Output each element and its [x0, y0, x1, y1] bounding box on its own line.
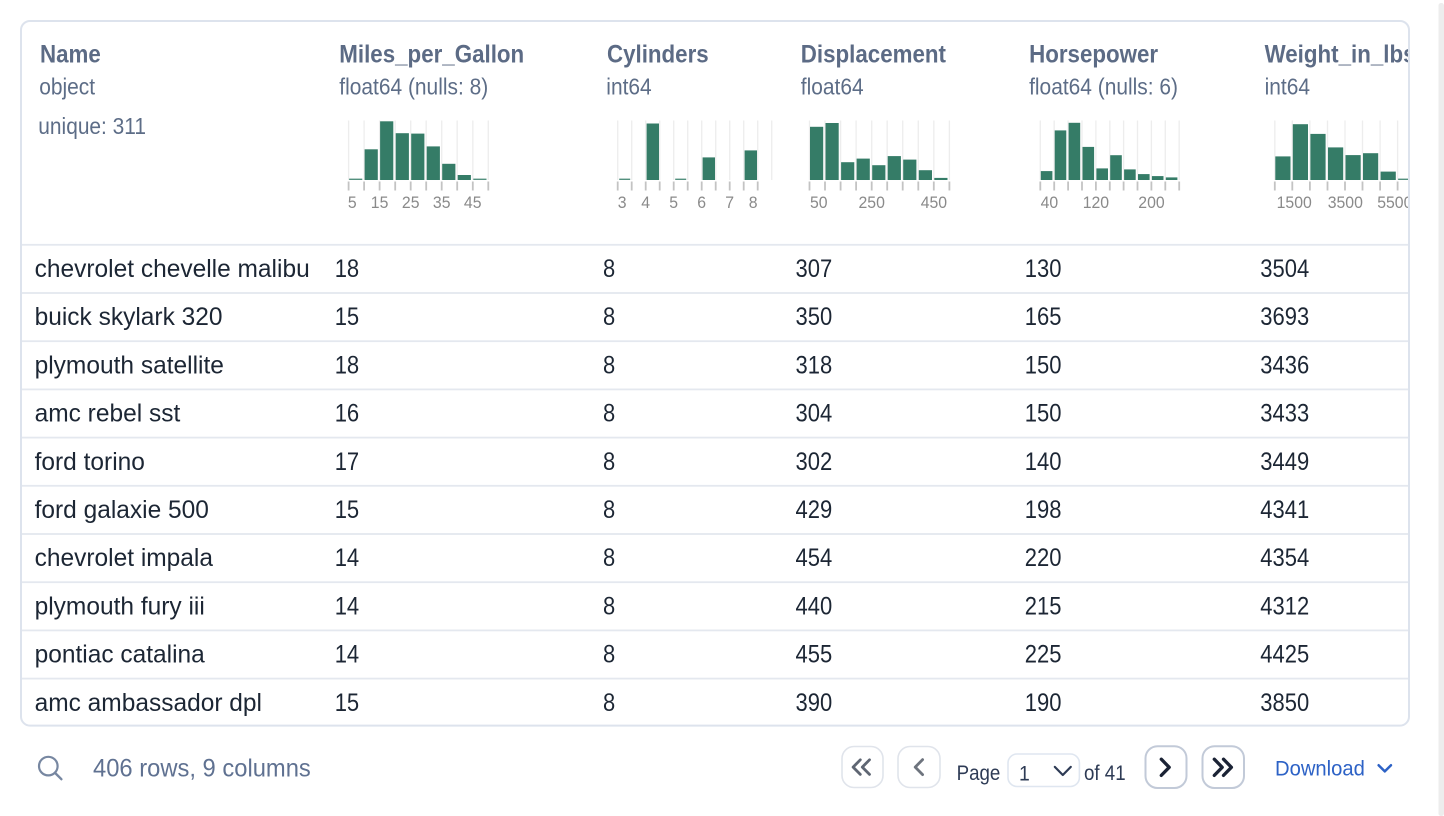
svg-text:plymouth fury iii: plymouth fury iii — [35, 592, 205, 620]
svg-text:390: 390 — [796, 689, 833, 717]
svg-text:buick skylark 320: buick skylark 320 — [35, 303, 223, 331]
svg-text:318: 318 — [796, 351, 833, 379]
svg-text:3504: 3504 — [1260, 255, 1309, 283]
svg-text:5: 5 — [669, 194, 678, 212]
svg-text:35: 35 — [433, 194, 451, 212]
svg-text:of 41: of 41 — [1084, 761, 1126, 785]
svg-text:165: 165 — [1025, 303, 1062, 331]
svg-text:3449: 3449 — [1260, 448, 1309, 476]
svg-text:3693: 3693 — [1260, 303, 1309, 331]
svg-text:Page: Page — [957, 761, 1001, 785]
svg-text:250: 250 — [859, 194, 885, 212]
svg-text:4354: 4354 — [1260, 544, 1309, 572]
svg-text:15: 15 — [335, 496, 360, 524]
svg-text:Name: Name — [40, 41, 101, 69]
svg-text:198: 198 — [1025, 496, 1062, 524]
svg-text:350: 350 — [796, 303, 833, 331]
svg-text:float64: float64 — [801, 73, 864, 99]
svg-text:3: 3 — [618, 194, 627, 212]
svg-text:18: 18 — [335, 255, 360, 283]
svg-text:5500: 5500 — [1377, 194, 1412, 212]
svg-text:15: 15 — [335, 689, 360, 717]
svg-text:float64 (nulls: 8): float64 (nulls: 8) — [339, 73, 488, 99]
svg-text:pontiac catalina: pontiac catalina — [35, 641, 205, 669]
svg-text:Weight_in_lbs: Weight_in_lbs — [1265, 41, 1416, 69]
svg-text:8: 8 — [603, 255, 615, 283]
svg-text:40: 40 — [1041, 194, 1059, 212]
svg-text:440: 440 — [796, 592, 833, 620]
svg-text:450: 450 — [921, 194, 947, 212]
svg-text:7: 7 — [725, 194, 734, 212]
svg-text:int64: int64 — [1265, 73, 1311, 99]
svg-text:4341: 4341 — [1260, 496, 1309, 524]
svg-text:220: 220 — [1025, 544, 1062, 572]
svg-text:190: 190 — [1025, 689, 1062, 717]
svg-text:Miles_per_Gallon: Miles_per_Gallon — [339, 41, 524, 69]
svg-text:455: 455 — [796, 641, 833, 669]
svg-text:3850: 3850 — [1260, 689, 1309, 717]
svg-text:object: object — [39, 73, 95, 99]
svg-text:8: 8 — [603, 303, 615, 331]
svg-text:amc ambassador dpl: amc ambassador dpl — [35, 689, 262, 717]
svg-text:8: 8 — [603, 544, 615, 572]
svg-text:plymouth satellite: plymouth satellite — [35, 351, 224, 379]
svg-text:Horsepower: Horsepower — [1029, 41, 1158, 69]
svg-text:15: 15 — [335, 303, 360, 331]
svg-text:6: 6 — [697, 194, 706, 212]
svg-text:200: 200 — [1138, 194, 1164, 212]
svg-text:14: 14 — [335, 641, 360, 669]
svg-text:454: 454 — [796, 544, 833, 572]
svg-text:25: 25 — [402, 194, 420, 212]
svg-text:4425: 4425 — [1260, 641, 1309, 669]
svg-text:429: 429 — [796, 496, 833, 524]
svg-text:130: 130 — [1025, 255, 1062, 283]
svg-text:5: 5 — [348, 194, 357, 212]
svg-text:unique: 311: unique: 311 — [38, 113, 146, 139]
svg-text:1500: 1500 — [1277, 194, 1312, 212]
svg-text:8: 8 — [603, 400, 615, 428]
svg-text:chevrolet chevelle malibu: chevrolet chevelle malibu — [35, 255, 310, 283]
svg-text:4312: 4312 — [1260, 592, 1309, 620]
svg-text:1: 1 — [1019, 761, 1030, 785]
svg-text:amc rebel sst: amc rebel sst — [35, 400, 181, 428]
svg-text:Displacement: Displacement — [801, 41, 947, 69]
svg-text:3500: 3500 — [1328, 194, 1363, 212]
svg-text:8: 8 — [603, 448, 615, 476]
svg-text:14: 14 — [335, 592, 360, 620]
svg-text:45: 45 — [464, 194, 482, 212]
svg-text:215: 215 — [1025, 592, 1062, 620]
svg-text:225: 225 — [1025, 641, 1062, 669]
svg-text:18: 18 — [335, 351, 360, 379]
svg-text:8: 8 — [603, 689, 615, 717]
svg-text:14: 14 — [335, 544, 360, 572]
svg-text:15: 15 — [371, 194, 389, 212]
svg-text:8: 8 — [603, 351, 615, 379]
svg-text:150: 150 — [1025, 351, 1062, 379]
svg-text:ford torino: ford torino — [35, 448, 145, 476]
svg-text:120: 120 — [1083, 194, 1109, 212]
svg-text:50: 50 — [810, 194, 828, 212]
svg-text:Download: Download — [1275, 756, 1365, 780]
svg-text:406 rows, 9 columns: 406 rows, 9 columns — [93, 755, 311, 783]
svg-text:4: 4 — [641, 194, 650, 212]
svg-text:304: 304 — [796, 400, 833, 428]
svg-text:150: 150 — [1025, 400, 1062, 428]
svg-text:8: 8 — [603, 641, 615, 669]
svg-text:3433: 3433 — [1260, 400, 1309, 428]
svg-text:307: 307 — [796, 255, 833, 283]
svg-text:ford galaxie 500: ford galaxie 500 — [35, 496, 209, 524]
svg-text:140: 140 — [1025, 448, 1062, 476]
svg-text:3436: 3436 — [1260, 351, 1309, 379]
svg-text:302: 302 — [796, 448, 833, 476]
svg-text:Cylinders: Cylinders — [607, 41, 709, 69]
svg-text:8: 8 — [603, 496, 615, 524]
svg-text:float64 (nulls: 6): float64 (nulls: 6) — [1029, 73, 1178, 99]
svg-text:16: 16 — [335, 400, 360, 428]
svg-text:chevrolet impala: chevrolet impala — [35, 544, 213, 572]
svg-text:8: 8 — [603, 592, 615, 620]
svg-text:17: 17 — [335, 448, 360, 476]
svg-text:8: 8 — [749, 194, 758, 212]
svg-text:int64: int64 — [606, 73, 652, 99]
